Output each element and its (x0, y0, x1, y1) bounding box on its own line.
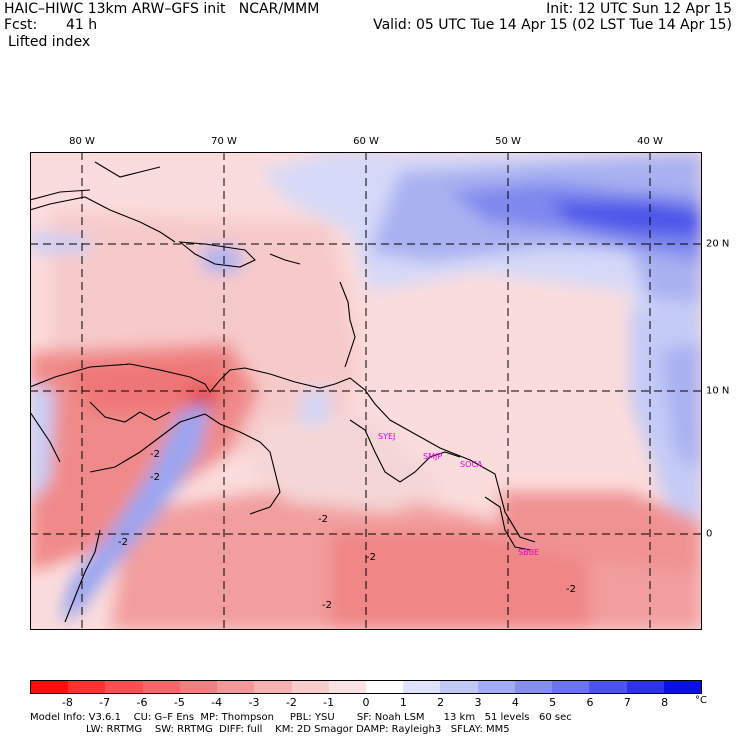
colorbar-segment (105, 681, 143, 693)
contour-label: -2 (366, 552, 376, 563)
colorbar-tick: 5 (549, 696, 557, 709)
colorbar-segment (552, 681, 590, 693)
colorbar-unit: °C (695, 695, 707, 706)
valid-time: Valid: 05 UTC Tue 14 Apr 15 (02 LST Tue … (373, 17, 732, 33)
colorbar-tick: 1 (399, 696, 407, 709)
init-time: Init: 12 UTC Sun 12 Apr 15 (546, 1, 732, 17)
colorbar-tick: 4 (511, 696, 519, 709)
colorbar-segment (514, 681, 553, 693)
lat-label: 20 N (706, 238, 730, 250)
colorbar-tick: 8 (661, 696, 669, 709)
station-label: SOCA (460, 460, 483, 469)
colorbar-segment (68, 681, 106, 693)
colorbar-tick: -3 (248, 696, 260, 709)
graticule (30, 152, 702, 630)
colorbar-tick: -5 (173, 696, 185, 709)
contour-label: -2 (318, 514, 328, 525)
contour-label: -2 (322, 600, 332, 611)
lon-label: 80 W (69, 136, 95, 147)
colorbar-segment (403, 681, 441, 693)
colorbar-segment (142, 681, 180, 693)
coastlines (30, 161, 536, 623)
contour-label: -2 (566, 584, 576, 595)
index-field (30, 152, 702, 630)
colorbar-tick: 6 (586, 696, 594, 709)
forecast-hour: 41 h (66, 17, 98, 33)
colorbar-segment (291, 681, 329, 693)
contour-label: -2 (150, 449, 160, 460)
lon-label: 70 W (211, 136, 237, 147)
station-label: SBBE (518, 548, 539, 557)
lat-label: 10 N (706, 385, 730, 397)
lon-label: 50 W (495, 136, 521, 147)
colorbar-tick: 3 (474, 696, 482, 709)
colorbar-segment (589, 681, 627, 693)
station-label: SMJP (423, 452, 442, 461)
colorbar-tick: -2 (285, 696, 297, 709)
colorbar-tick: -1 (323, 696, 335, 709)
lat-label: 0 (706, 528, 713, 540)
colorbar-segment (217, 681, 255, 693)
contour-label: -2 (118, 537, 128, 548)
colorbar-segment (626, 681, 664, 693)
contour-label: -2 (150, 472, 160, 483)
colorbar-tick: -6 (136, 696, 148, 709)
colorbar-tick: -8 (61, 696, 73, 709)
model-title: HAIC–HIWC 13km ARW–GFS init NCAR/MMM (4, 1, 320, 17)
colorbar-segment (663, 681, 701, 693)
colorbar-segment (365, 681, 404, 693)
colorbar-segment (179, 681, 218, 693)
station-label: SYEJ (378, 432, 395, 441)
colorbar-tick: 2 (437, 696, 445, 709)
colorbar-segment (440, 681, 478, 693)
map-frame (30, 152, 702, 630)
lifted-index-map: SYEJ SMJP SOCA SBBE -2 -2 -2 -2 -2 -2 -2 (30, 152, 702, 630)
lon-label: 40 W (637, 136, 663, 147)
colorbar-tick: 7 (623, 696, 631, 709)
colorbar-tick: 0 (362, 696, 370, 709)
colorbar-segment (328, 681, 366, 693)
lon-label: 60 W (353, 136, 379, 147)
colorbar-segment (254, 681, 292, 693)
model-info-line2: LW: RRTMG SW: RRTMG DIFF: full KM: 2D Sm… (86, 724, 510, 735)
colorbar (30, 680, 702, 694)
colorbar-segment (477, 681, 515, 693)
forecast-label: Fcst: (4, 17, 38, 33)
colorbar-segment (31, 681, 69, 693)
colorbar-tick: -7 (99, 696, 111, 709)
colorbar-tick: -4 (211, 696, 223, 709)
model-info-line1: Model Info: V3.6.1 CU: G–F Ens MP: Thomp… (30, 712, 572, 723)
field-name: Lifted index (8, 34, 91, 50)
